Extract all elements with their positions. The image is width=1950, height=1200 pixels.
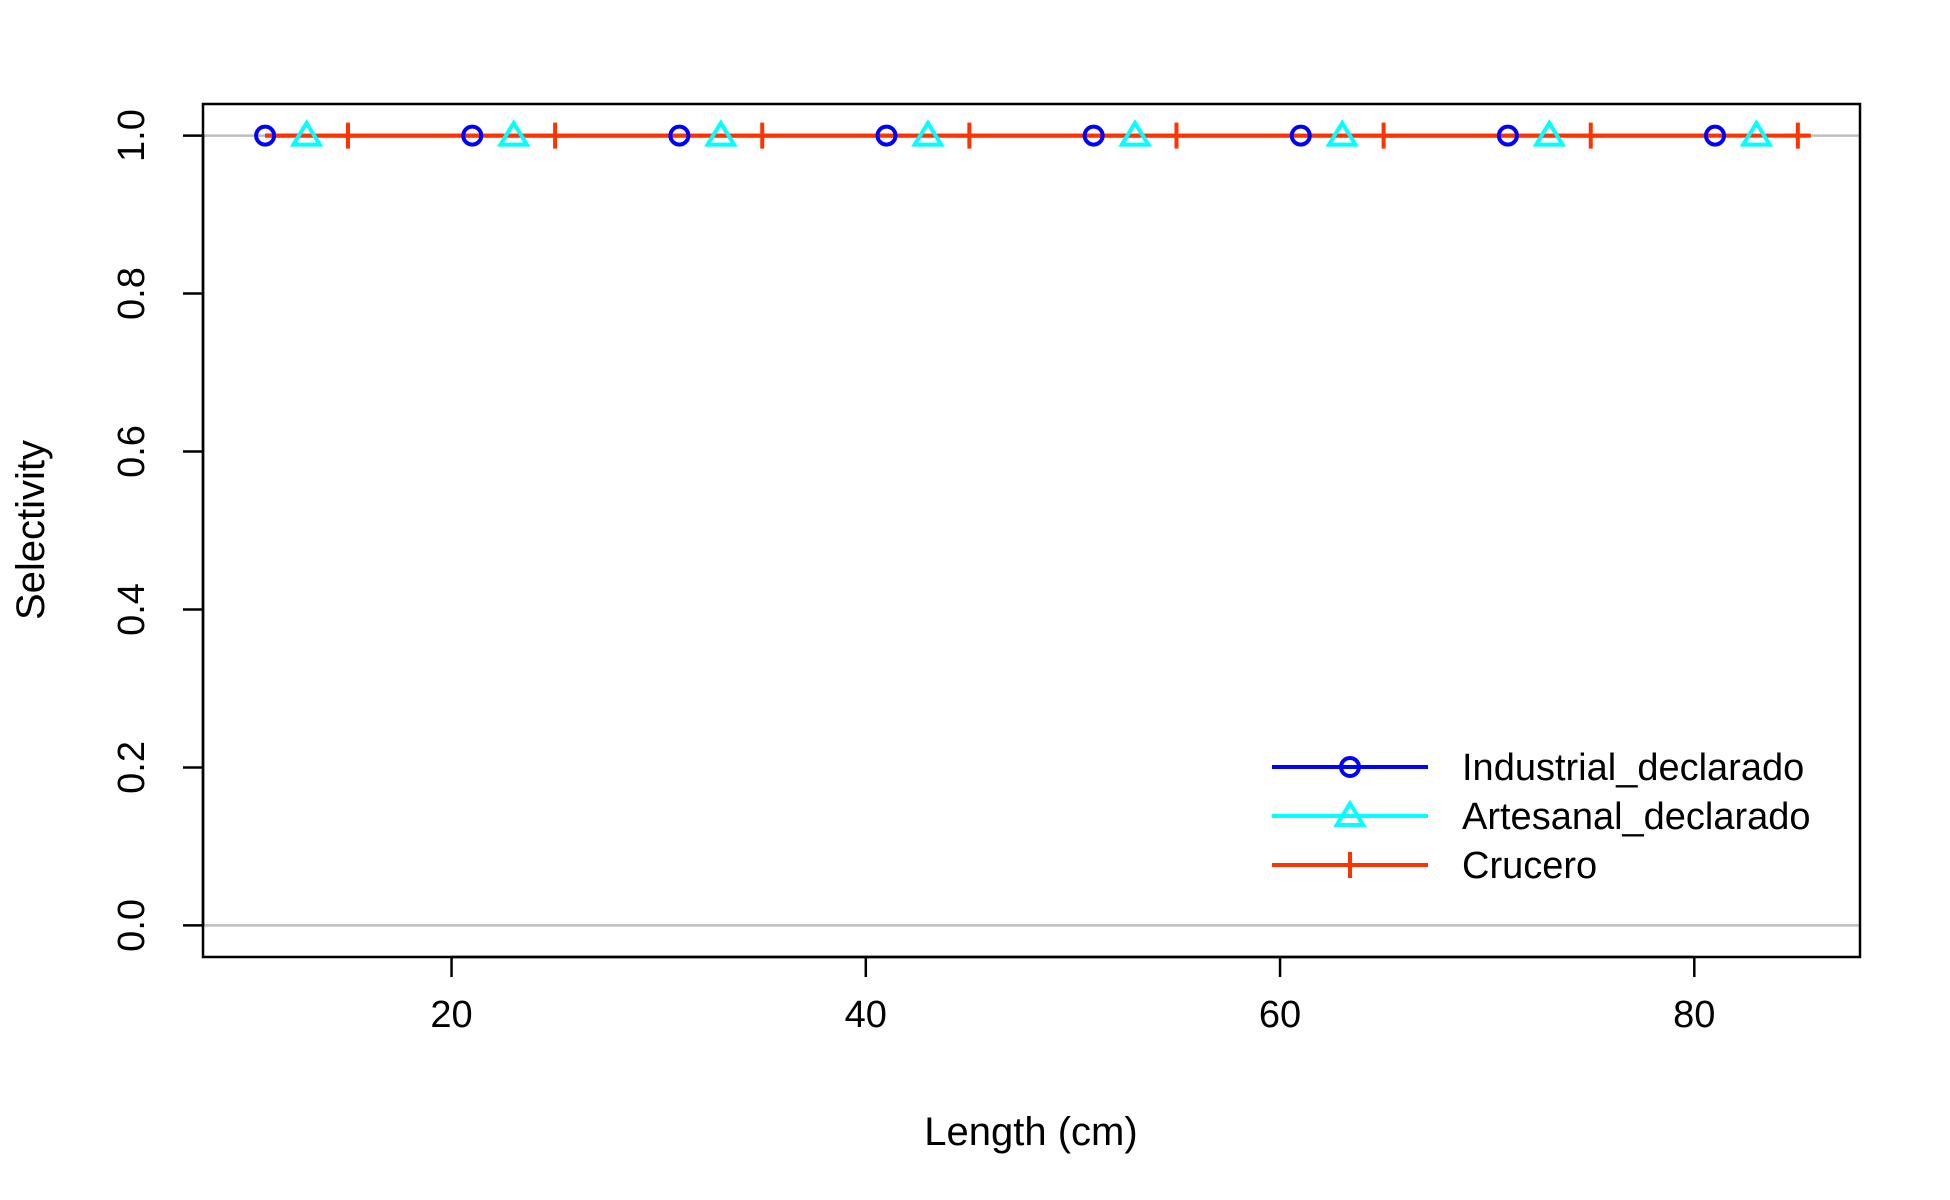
data-point (496, 119, 531, 147)
data-point (1325, 119, 1359, 147)
y-tick-label: 0.6 (111, 425, 153, 478)
data-point (1739, 119, 1774, 147)
y-tick-label: 0.8 (111, 267, 153, 320)
x-axis-label: Length (cm) (924, 1110, 1137, 1154)
data-point (875, 124, 898, 147)
series-markers (334, 122, 1811, 149)
data-point (668, 124, 691, 147)
data-point (1370, 122, 1397, 149)
data-point (1532, 119, 1567, 147)
legend-label: Industrial_declarado (1462, 747, 1804, 789)
y-axis: 0.0 0.2 0.4 0.6 0.8 1.0 (111, 109, 205, 952)
legend-label: Artesanal_declarado (1462, 796, 1811, 838)
data-point (911, 119, 945, 147)
data-point (1577, 122, 1604, 149)
data-point (254, 124, 277, 147)
y-tick-label: 0.4 (111, 583, 153, 636)
data-point (461, 124, 484, 147)
data-point (1289, 124, 1312, 147)
series-markers (254, 124, 1727, 147)
data-point (289, 119, 324, 147)
data-point (704, 119, 738, 147)
x-tick-label: 60 (1259, 994, 1301, 1036)
data-point (542, 122, 569, 149)
data-point (1163, 122, 1190, 149)
data-point (1496, 124, 1519, 147)
data-point (1339, 756, 1361, 778)
data-point (1333, 799, 1367, 827)
data-point (1118, 119, 1152, 147)
y-axis-label: Selectivity (9, 440, 53, 620)
series-layer (254, 119, 1811, 149)
x-tick-label: 40 (845, 994, 887, 1036)
data-point (1784, 122, 1811, 149)
data-point (1704, 124, 1727, 147)
legend-item: Artesanal_declarado (1272, 796, 1811, 838)
legend-item: Industrial_declarado (1272, 747, 1804, 789)
x-tick-label: 80 (1673, 994, 1715, 1036)
legend: Industrial_declarado Artesanal_declarado C… (1272, 747, 1811, 887)
data-point (956, 122, 983, 149)
y-tick-label: 0.0 (111, 899, 153, 952)
y-tick-label: 1.0 (111, 109, 153, 162)
legend-item: Crucero (1272, 845, 1597, 887)
legend-label: Crucero (1462, 845, 1597, 887)
data-point (749, 122, 776, 149)
data-point (1337, 852, 1363, 878)
x-tick-label: 20 (430, 994, 472, 1036)
data-point (334, 122, 361, 149)
data-point (1082, 124, 1105, 147)
y-tick-label: 0.2 (111, 741, 153, 794)
x-axis: 20 40 60 80 (430, 955, 1715, 1036)
series-markers (289, 119, 1774, 147)
